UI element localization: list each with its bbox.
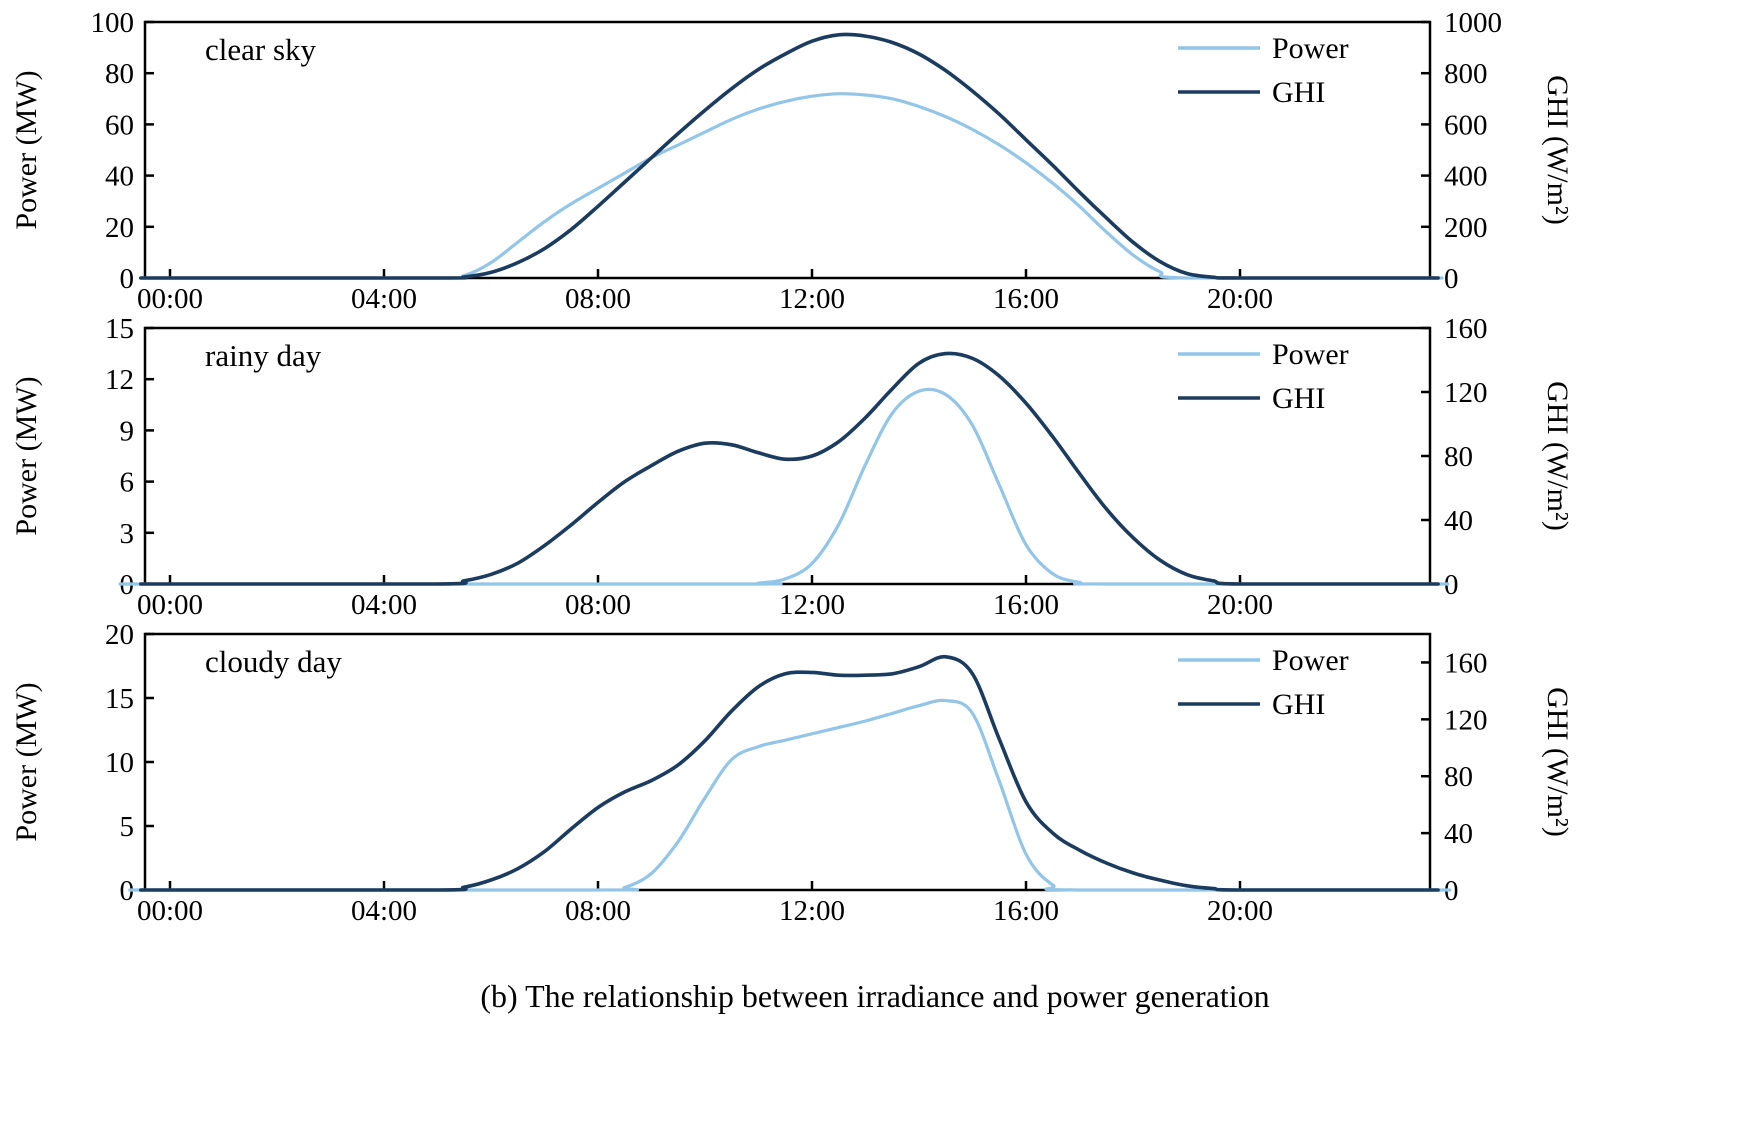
legend-label-ghi: GHI — [1272, 382, 1325, 415]
plot-title: cloudy day — [205, 644, 342, 679]
right-axis-tick-label: 800 — [1444, 58, 1488, 90]
legend-label-ghi: GHI — [1272, 688, 1325, 721]
x-axis-tick-label: 08:00 — [565, 589, 631, 618]
left-axis-title: Power (MW) — [10, 70, 43, 229]
legend-label-power: Power — [1272, 32, 1349, 65]
left-axis-tick-label: 20 — [105, 212, 134, 244]
left-axis-tick-label: 20 — [105, 619, 134, 651]
x-axis-tick-label: 04:00 — [351, 895, 417, 924]
left-axis-tick-label: 15 — [105, 313, 134, 345]
plot-frame — [143, 326, 1432, 586]
right-axis-title: GHI (W/m²) — [1541, 381, 1574, 531]
legend-label-power: Power — [1272, 338, 1349, 371]
right-axis-tick-label: 200 — [1444, 212, 1488, 244]
x-axis-tick-label: 12:00 — [779, 589, 845, 618]
left-axis-title: Power (MW) — [10, 376, 43, 535]
x-axis-tick-label: 12:00 — [779, 895, 845, 924]
left-axis-tick-label: 80 — [105, 58, 134, 90]
right-axis-tick-label: 600 — [1444, 109, 1488, 141]
left-axis-tick-label: 0 — [120, 875, 135, 907]
right-axis-tick-label: 1000 — [1444, 7, 1502, 39]
right-axis-tick-label: 0 — [1444, 875, 1459, 907]
right-axis-tick-label: 40 — [1444, 505, 1473, 537]
x-axis-tick-label: 20:00 — [1207, 895, 1273, 924]
x-axis-tick-label: 04:00 — [351, 283, 417, 312]
left-axis-tick-label: 5 — [120, 811, 135, 843]
left-axis-tick-label: 15 — [105, 683, 134, 715]
left-axis-tick-label: 100 — [91, 7, 135, 39]
x-axis-tick-label: 20:00 — [1207, 283, 1273, 312]
x-axis-tick-label: 16:00 — [993, 895, 1059, 924]
x-axis-tick-label: 20:00 — [1207, 589, 1273, 618]
x-axis-tick-label: 00:00 — [137, 895, 203, 924]
chart-cloudy-day: 0 5 10 15 20 0 40 80 120 160 00:00 04:00 08:00 12:00 1… — [10, 619, 1574, 924]
left-axis-tick-label: 9 — [120, 415, 135, 447]
irradiance-power-figure: 0 20 40 60 80 100 0 200 400 600 800 1000 00:00 04:00 0… — [10, 7, 1574, 1014]
left-axis-tick-label: 10 — [105, 747, 134, 779]
left-axis-tick-label: 0 — [120, 263, 135, 295]
right-axis-title: GHI (W/m²) — [1541, 75, 1574, 225]
series-line-ghi — [139, 351, 1440, 586]
right-axis-tick-label: 0 — [1444, 569, 1459, 601]
right-axis-tick-label: 40 — [1444, 818, 1473, 850]
right-axis-tick-label: 80 — [1444, 441, 1473, 473]
x-axis-tick-label: 00:00 — [137, 589, 203, 618]
left-axis-title: Power (MW) — [10, 682, 43, 841]
right-axis-title: GHI (W/m²) — [1541, 687, 1574, 837]
right-axis-tick-label: 160 — [1444, 647, 1488, 679]
right-axis-tick-label: 400 — [1444, 161, 1488, 193]
right-axis-tick-label: 120 — [1444, 377, 1488, 409]
figure-caption: (b) The relationship between irradiance … — [480, 978, 1270, 1014]
x-axis-tick-label: 08:00 — [565, 283, 631, 312]
legend-label-ghi: GHI — [1272, 76, 1325, 109]
x-axis-tick-label: 00:00 — [137, 283, 203, 312]
series-line-power — [128, 698, 1452, 892]
legend-label-power: Power — [1272, 644, 1349, 677]
right-axis-tick-label: 160 — [1444, 313, 1488, 345]
left-axis-tick-label: 6 — [120, 467, 135, 499]
x-axis-tick-label: 16:00 — [993, 283, 1059, 312]
x-axis-tick-label: 08:00 — [565, 895, 631, 924]
series-line-ghi — [139, 32, 1440, 280]
left-axis-tick-label: 40 — [105, 161, 134, 193]
right-axis-tick-label: 0 — [1444, 263, 1459, 295]
left-axis-tick-label: 3 — [120, 518, 135, 550]
plot-title: clear sky — [205, 32, 317, 67]
right-axis-tick-label: 80 — [1444, 761, 1473, 793]
right-axis-tick-label: 120 — [1444, 704, 1488, 736]
plot-frame — [143, 20, 1432, 280]
series-line-power — [118, 387, 1450, 586]
series-line-power — [139, 92, 1444, 280]
x-axis-tick-label: 16:00 — [993, 589, 1059, 618]
series-line-ghi — [139, 654, 1440, 892]
x-axis-tick-label: 04:00 — [351, 589, 417, 618]
plot-title: rainy day — [205, 338, 322, 373]
left-axis-tick-label: 12 — [105, 364, 134, 396]
x-axis-tick-label: 12:00 — [779, 283, 845, 312]
left-axis-tick-label: 60 — [105, 109, 134, 141]
